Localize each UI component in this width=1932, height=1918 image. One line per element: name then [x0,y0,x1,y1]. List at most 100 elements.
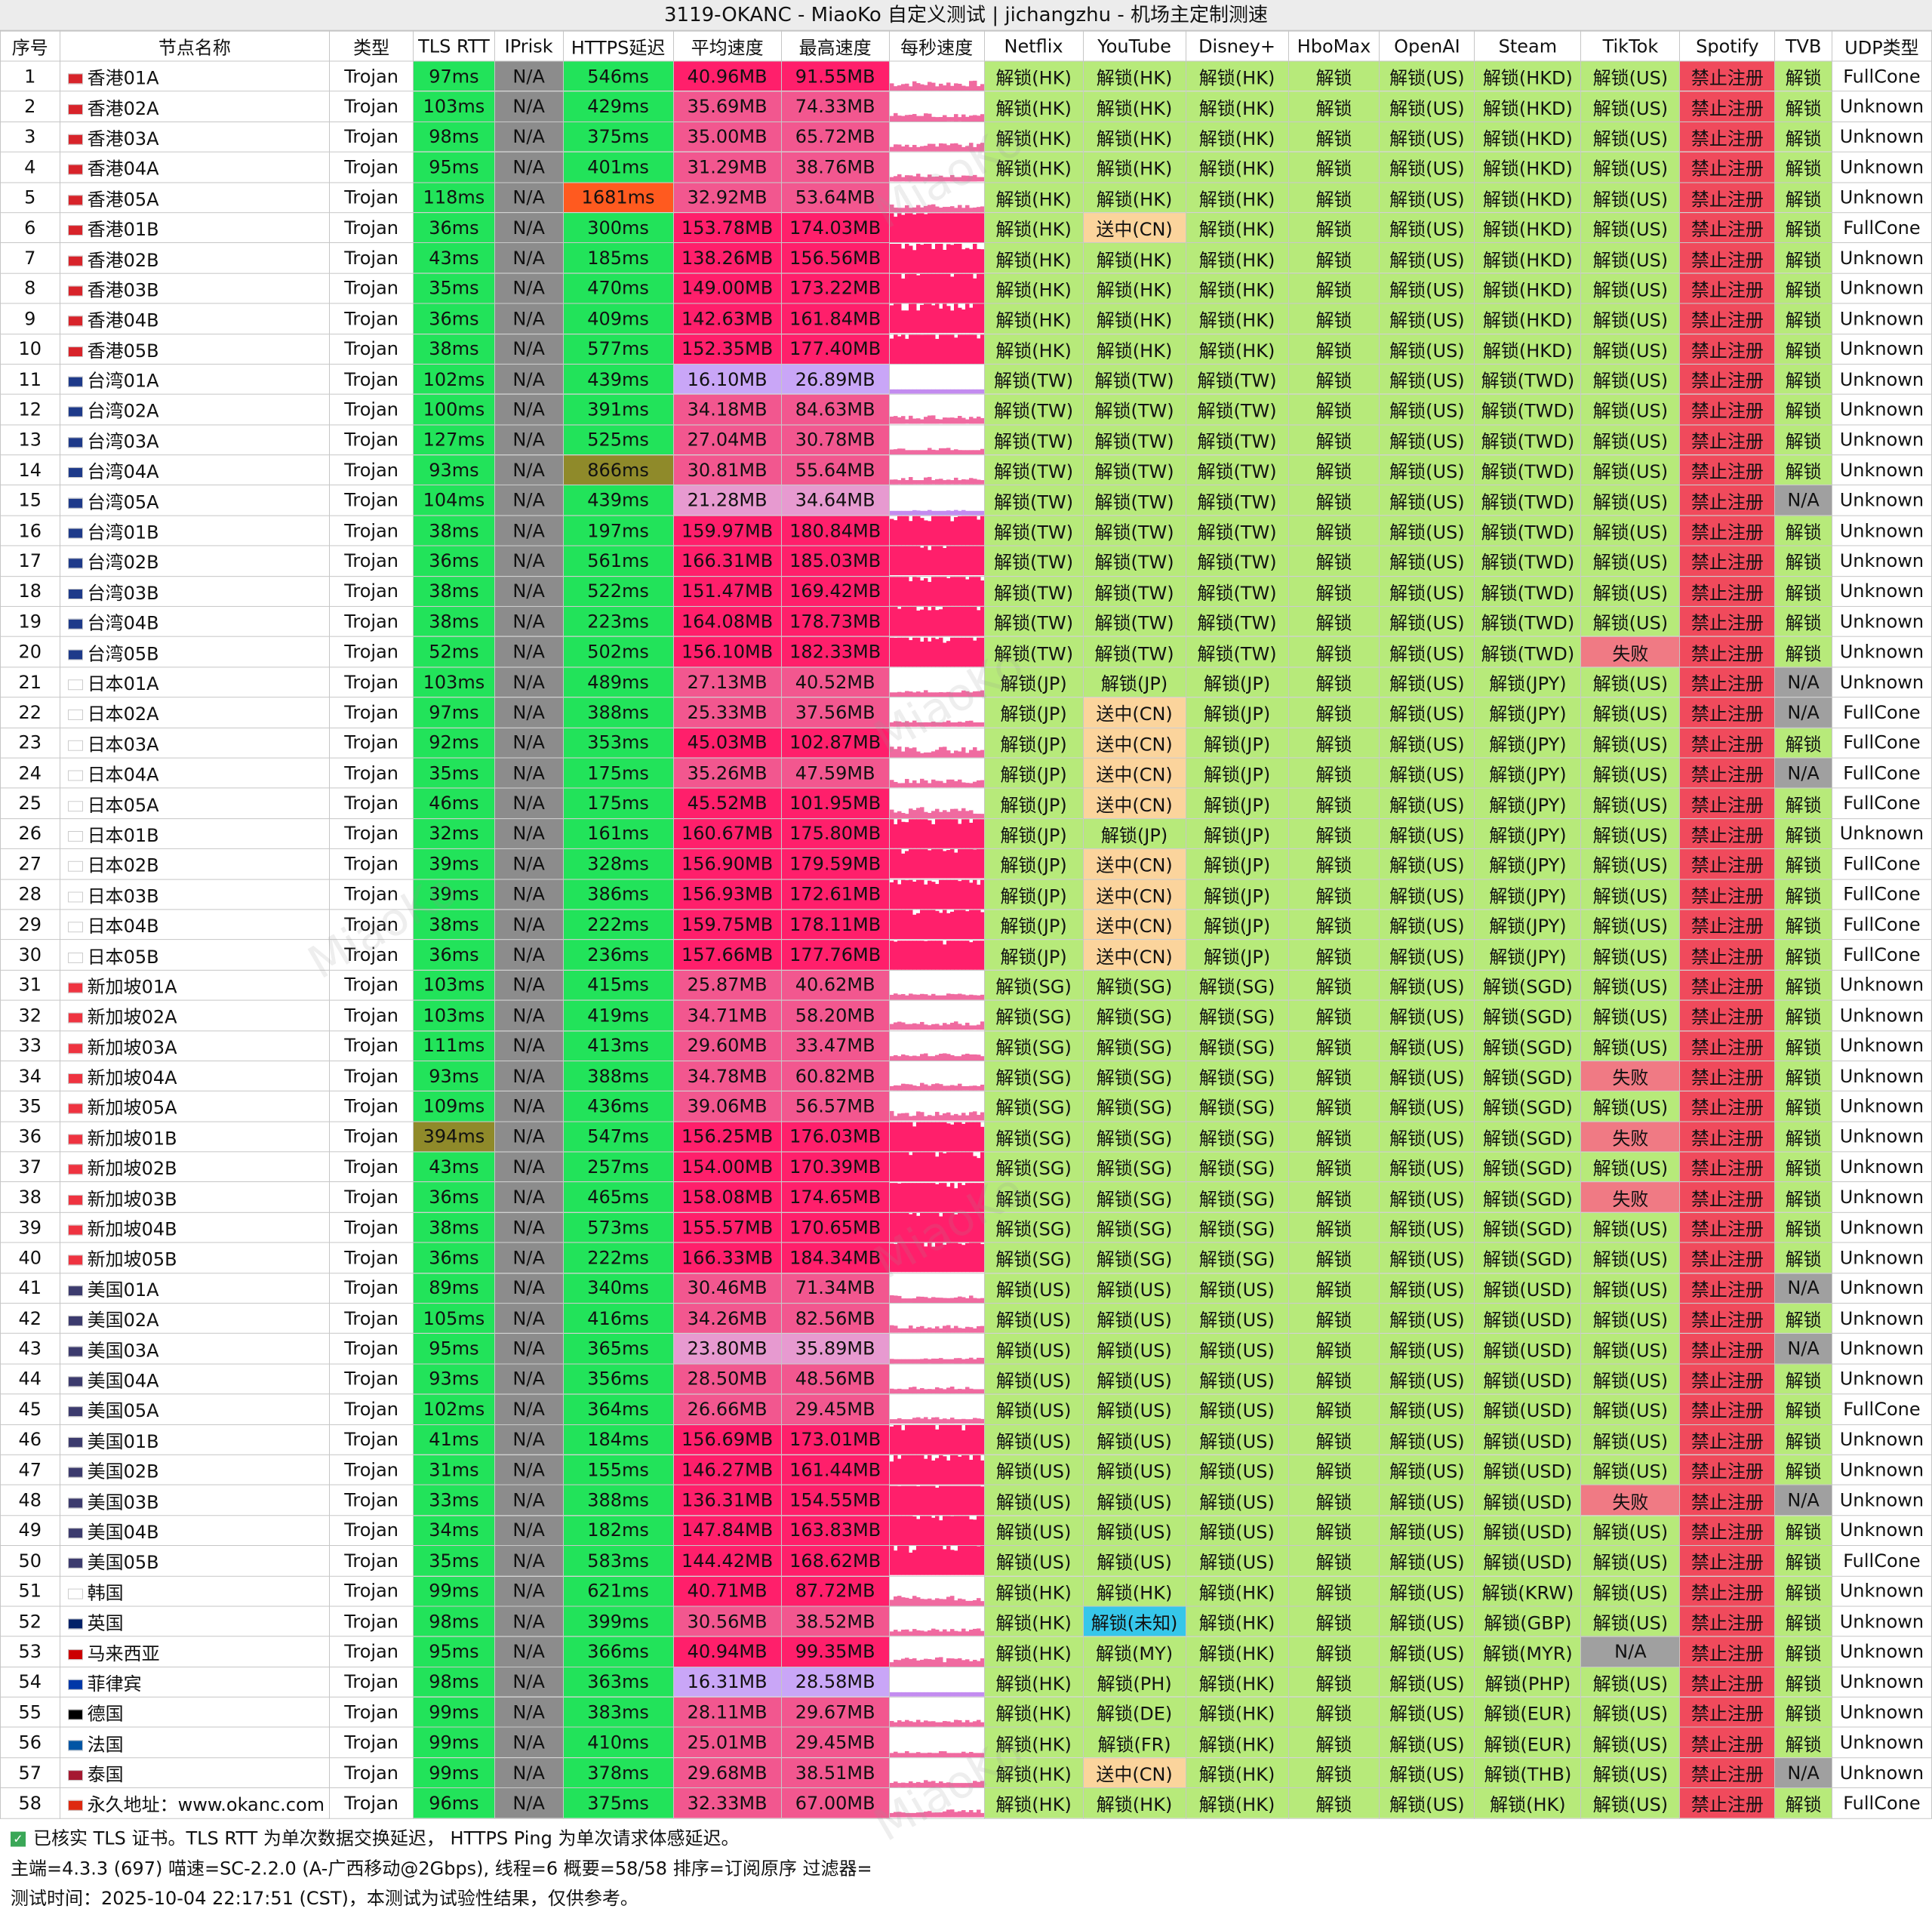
table-row[interactable]: 35 新加坡05A Trojan 109ms N/A 436ms 39.06MB 56.57M… [0,1091,1932,1122]
table-row[interactable]: 31 新加坡01A Trojan 103ms N/A 415ms 25.87MB 40.62M… [0,969,1932,1001]
header-tls-rtt[interactable]: TLS RTT [413,30,495,62]
table-row[interactable]: 12 台湾02A Trojan 100ms N/A 391ms 34.18MB 84.63MB… [0,393,1932,426]
flag-icon [67,1649,83,1660]
table-row[interactable]: 57 泰国 Trojan 99ms N/A 378ms 29.68MB 38.51MB 解锁(H… [0,1757,1932,1789]
sparkline-bar [890,115,894,122]
cell-max: 47.59MB [780,757,890,789]
header-netflix[interactable]: Netflix [983,30,1084,62]
header-hbomax[interactable]: HboMax [1287,30,1380,62]
table-row[interactable]: 46 美国01B Trojan 41ms N/A 184ms 156.69MB 173.01M… [0,1424,1932,1455]
header-max[interactable]: 最高速度 [780,30,890,62]
header-index[interactable]: 序号 [0,30,60,62]
cell-avg: 156.90MB [672,848,782,880]
table-row[interactable]: 58 永久地址：www.okanc.com Trojan 96ms N/A 375ms 32… [0,1787,1932,1819]
table-row[interactable]: 21 日本01A Trojan 103ms N/A 489ms 27.13MB 40.52MB… [0,667,1932,698]
table-row[interactable]: 34 新加坡04A Trojan 93ms N/A 388ms 34.78MB 60.82MB… [0,1060,1932,1092]
table-row[interactable]: 39 新加坡04B Trojan 38ms N/A 573ms 155.57MB 170.65… [0,1211,1932,1243]
table-row[interactable]: 25 日本05A Trojan 46ms N/A 175ms 45.52MB 101.95MB… [0,787,1932,819]
sparkline-bar [927,1781,932,1787]
sparkline-bar [912,1753,917,1757]
table-row[interactable]: 54 菲律宾 Trojan 98ms N/A 363ms 16.31MB 28.58MB 解锁(… [0,1666,1932,1698]
cell-youtube: 解锁(HK) [1082,333,1186,365]
table-row[interactable]: 44 美国04A Trojan 93ms N/A 356ms 28.50MB 48.56MB 解… [0,1363,1932,1395]
table-row[interactable]: 50 美国05B Trojan 35ms N/A 583ms 144.42MB 168.62M… [0,1545,1932,1577]
sparkline-bar [980,177,984,182]
header-steam[interactable]: Steam [1474,30,1582,62]
table-row[interactable]: 51 韩国 Trojan 99ms N/A 621ms 40.71MB 87.72MB 解锁(H… [0,1575,1932,1607]
header-avg[interactable]: 平均速度 [672,30,782,62]
header-spark[interactable]: 每秒速度 [888,30,985,62]
table-row[interactable]: 33 新加坡03A Trojan 111ms N/A 413ms 29.60MB 33.47M… [0,1030,1932,1061]
table-row[interactable]: 48 美国03B Trojan 33ms N/A 388ms 136.31MB 154.55M… [0,1484,1932,1516]
table-row[interactable]: 42 美国02A Trojan 105ms N/A 416ms 34.26MB 82.56MB… [0,1303,1932,1335]
cell-spotify: 禁止注册 [1679,1091,1776,1122]
table-row[interactable]: 47 美国02B Trojan 31ms N/A 155ms 146.27MB 161.44M… [0,1454,1932,1485]
header-disney[interactable]: Disney+ [1185,30,1289,62]
table-row[interactable]: 22 日本02A Trojan 97ms N/A 388ms 25.33MB 37.56MB 解… [0,697,1932,728]
header-spotify[interactable]: Spotify [1679,30,1776,62]
header-tvb[interactable]: TVB [1774,30,1832,62]
table-row[interactable]: 27 日本02B Trojan 39ms N/A 328ms 156.90MB 179.59M… [0,848,1932,880]
header-iprisk[interactable]: IPrisk [494,30,564,62]
header-tiktok[interactable]: TikTok [1580,30,1681,62]
table-row[interactable]: 16 台湾01B Trojan 38ms N/A 197ms 159.97MB 180.84M… [0,515,1932,546]
table-row[interactable]: 8 香港03B Trojan 35ms N/A 470ms 149.00MB 173.22MB… [0,272,1932,304]
cell-avg: 16.31MB [672,1666,782,1698]
table-row[interactable]: 3 香港03A Trojan 98ms N/A 375ms 35.00MB 65.72MB 解锁… [0,121,1932,152]
table-row[interactable]: 30 日本05B Trojan 36ms N/A 236ms 157.66MB 177.76M… [0,939,1932,971]
table-row[interactable]: 13 台湾03A Trojan 127ms N/A 525ms 27.04MB 30.78MB… [0,424,1932,456]
header-type[interactable]: 类型 [329,30,414,62]
table-row[interactable]: 11 台湾01A Trojan 102ms N/A 439ms 16.10MB 26.89MB… [0,363,1932,395]
sparkline-bar [912,516,917,546]
table-row[interactable]: 24 日本04A Trojan 35ms N/A 175ms 35.26MB 47.59MB 解… [0,757,1932,789]
table-row[interactable]: 43 美国03A Trojan 95ms N/A 365ms 23.80MB 35.89MB 解… [0,1333,1932,1365]
table-row[interactable]: 1 香港01A Trojan 97ms N/A 546ms 40.96MB 91.55MB 解锁… [0,60,1932,92]
table-row[interactable]: 7 香港02B Trojan 43ms N/A 185ms 138.26MB 156.56MB… [0,242,1932,274]
sparkline-bar [912,1243,917,1273]
table-row[interactable]: 4 香港04A Trojan 95ms N/A 401ms 31.29MB 38.76MB 解锁… [0,151,1932,183]
table-row[interactable]: 18 台湾03B Trojan 38ms N/A 522ms 151.47MB 169.42M… [0,575,1932,607]
cell-type: Trojan [329,909,414,941]
sparkline-bar [976,479,981,485]
table-row[interactable]: 40 新加坡05B Trojan 36ms N/A 222ms 166.33MB 184.34… [0,1242,1932,1273]
table-row[interactable]: 37 新加坡02B Trojan 43ms N/A 257ms 154.00MB 170.39… [0,1151,1932,1183]
header-udp[interactable]: UDP类型 [1831,30,1932,62]
table-row[interactable]: 56 法国 Trojan 99ms N/A 410ms 25.01MB 29.45MB 解锁(H… [0,1726,1932,1759]
table-row[interactable]: 53 马来西亚 Trojan 95ms N/A 366ms 40.94MB 99.35MB 解锁… [0,1636,1932,1667]
table-row[interactable]: 5 香港05A Trojan 118ms N/A 1681ms 32.92MB 53.64MB… [0,182,1932,214]
table-row[interactable]: 14 台湾04A Trojan 93ms N/A 866ms 30.81MB 55.64MB 解… [0,454,1932,486]
cell-steam: 解锁(HKD) [1474,272,1582,304]
table-row[interactable]: 20 台湾05B Trojan 52ms N/A 502ms 156.10MB 182.33M… [0,636,1932,668]
table-row[interactable]: 9 香港04B Trojan 36ms N/A 409ms 142.63MB 161.84MB… [0,303,1932,334]
table-row[interactable]: 23 日本03A Trojan 92ms N/A 353ms 45.03MB 102.87MB… [0,727,1932,759]
header-youtube[interactable]: YouTube [1082,30,1186,62]
sparkline-bar [968,1213,974,1242]
table-row[interactable]: 15 台湾05A Trojan 104ms N/A 439ms 21.28MB 34.64MB… [0,485,1932,516]
table-row[interactable]: 10 香港05B Trojan 38ms N/A 577ms 152.35MB 177.40M… [0,333,1932,365]
table-row[interactable]: 36 新加坡01B Trojan 394ms N/A 547ms 156.25MB 176.0… [0,1121,1932,1153]
table-row[interactable]: 55 德国 Trojan 99ms N/A 383ms 28.11MB 29.67MB 解锁(H… [0,1696,1932,1728]
flag-icon [67,1588,83,1599]
table-row[interactable]: 17 台湾02B Trojan 36ms N/A 561ms 166.31MB 185.03M… [0,545,1932,577]
header-name[interactable]: 节点名称 [59,30,331,62]
cell-spotify: 禁止注册 [1679,939,1776,971]
header-https[interactable]: HTTPS延迟 [562,30,674,62]
table-row[interactable]: 52 英国 Trojan 98ms N/A 399ms 30.56MB 38.52MB 解锁(H… [0,1606,1932,1637]
table-row[interactable]: 45 美国05A Trojan 102ms N/A 364ms 26.66MB 29.45MB… [0,1393,1932,1425]
table-row[interactable]: 38 新加坡03B Trojan 36ms N/A 465ms 158.08MB 174.65… [0,1181,1932,1213]
sparkline-bar [897,940,902,970]
table-row[interactable]: 19 台湾04B Trojan 38ms N/A 223ms 164.08MB 178.73M… [0,605,1932,638]
sparkline-bar [904,338,909,364]
table-row[interactable]: 26 日本01B Trojan 32ms N/A 161ms 160.67MB 175.80M… [0,817,1932,850]
table-row[interactable]: 29 日本04B Trojan 38ms N/A 222ms 159.75MB 178.11M… [0,909,1932,941]
table-row[interactable]: 2 香港02A Trojan 103ms N/A 429ms 35.69MB 74.33MB 解… [0,91,1932,122]
table-row[interactable]: 28 日本03B Trojan 39ms N/A 386ms 156.93MB 172.61M… [0,879,1932,910]
table-row[interactable]: 41 美国01A Trojan 89ms N/A 340ms 30.46MB 71.34MB 解… [0,1272,1932,1304]
table-row[interactable]: 49 美国04B Trojan 34ms N/A 182ms 147.84MB 163.83M… [0,1515,1932,1547]
cell-spark [888,454,985,486]
table-row[interactable]: 6 香港01B Trojan 36ms N/A 300ms 153.78MB 174.03MB… [0,212,1932,244]
sparkline-bar [908,910,913,939]
table-row[interactable]: 32 新加坡02A Trojan 103ms N/A 419ms 34.71MB 58.20M… [0,999,1932,1031]
sparkline-bar [953,418,958,424]
header-openai[interactable]: OpenAI [1379,30,1475,62]
